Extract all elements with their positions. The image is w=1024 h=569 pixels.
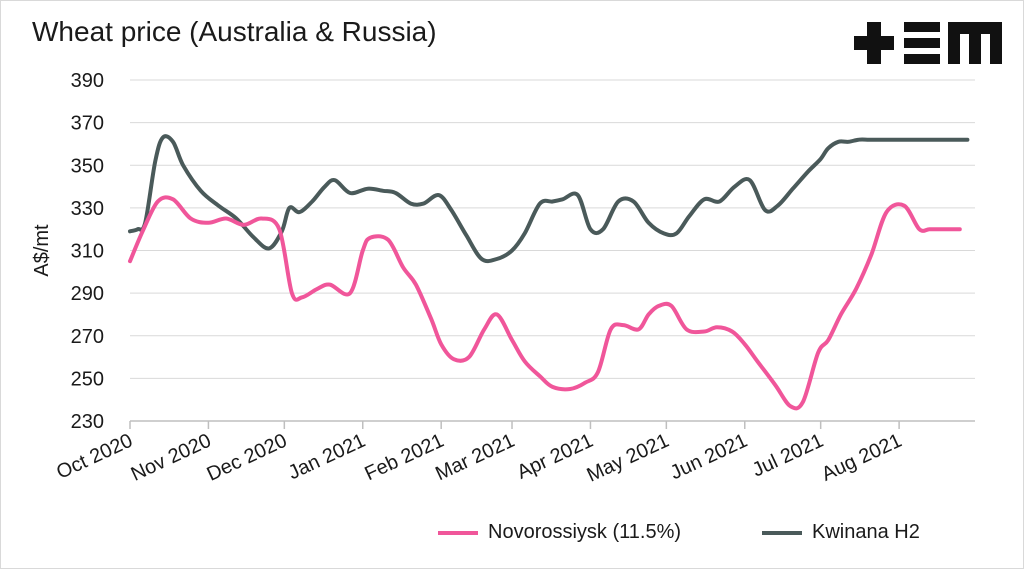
- x-tick-label: Mar 2021: [432, 430, 518, 486]
- y-tick-label: 370: [71, 113, 104, 135]
- x-tick-label: Jun 2021: [667, 430, 751, 485]
- legend-label-kwinana: Kwinana H2: [812, 521, 920, 543]
- x-tick-label: May 2021: [584, 430, 673, 487]
- x-tick-label: Jul 2021: [749, 430, 827, 482]
- x-tick-label: Aug 2021: [818, 430, 905, 486]
- series-line-kwinana: [128, 134, 970, 264]
- y-tick-label: 290: [71, 283, 104, 305]
- y-axis-ticks: 230 250 270 290 310 330 350 370 390: [71, 70, 104, 433]
- x-tick-label: Oct 2020: [53, 430, 136, 484]
- y-tick-label: 230: [71, 411, 104, 433]
- y-tick-label: 270: [71, 326, 104, 348]
- series: [128, 134, 970, 411]
- legend-label-novorossiysk: Novorossiysk (11.5%): [488, 521, 682, 543]
- legend-item-kwinana: Kwinana H2: [762, 521, 920, 544]
- legend-item-novorossiysk: Novorossiysk (11.5%): [438, 521, 681, 544]
- x-tick-label: Feb 2021: [361, 430, 447, 486]
- series-line-novorossiysk: [128, 195, 962, 411]
- legend-swatch-kwinana: [762, 530, 802, 535]
- chart-title: Wheat price (Australia & Russia): [32, 16, 437, 47]
- y-tick-label: 310: [71, 241, 104, 263]
- x-tick-label: Nov 2020: [128, 430, 215, 486]
- y-tick-label: 390: [71, 70, 104, 92]
- y-axis-label: A$/mt: [31, 224, 53, 277]
- gridlines: [130, 79, 975, 379]
- brand-logo: [854, 22, 1002, 64]
- x-tick-label: Dec 2020: [204, 430, 291, 486]
- y-tick-label: 350: [71, 155, 104, 177]
- legend-swatch-novorossiysk: [438, 530, 478, 535]
- x-tick-label: Jan 2021: [285, 430, 369, 485]
- y-tick-label: 330: [71, 198, 104, 220]
- y-tick-label: 250: [71, 368, 104, 390]
- x-tick-label: Apr 2021: [514, 430, 597, 484]
